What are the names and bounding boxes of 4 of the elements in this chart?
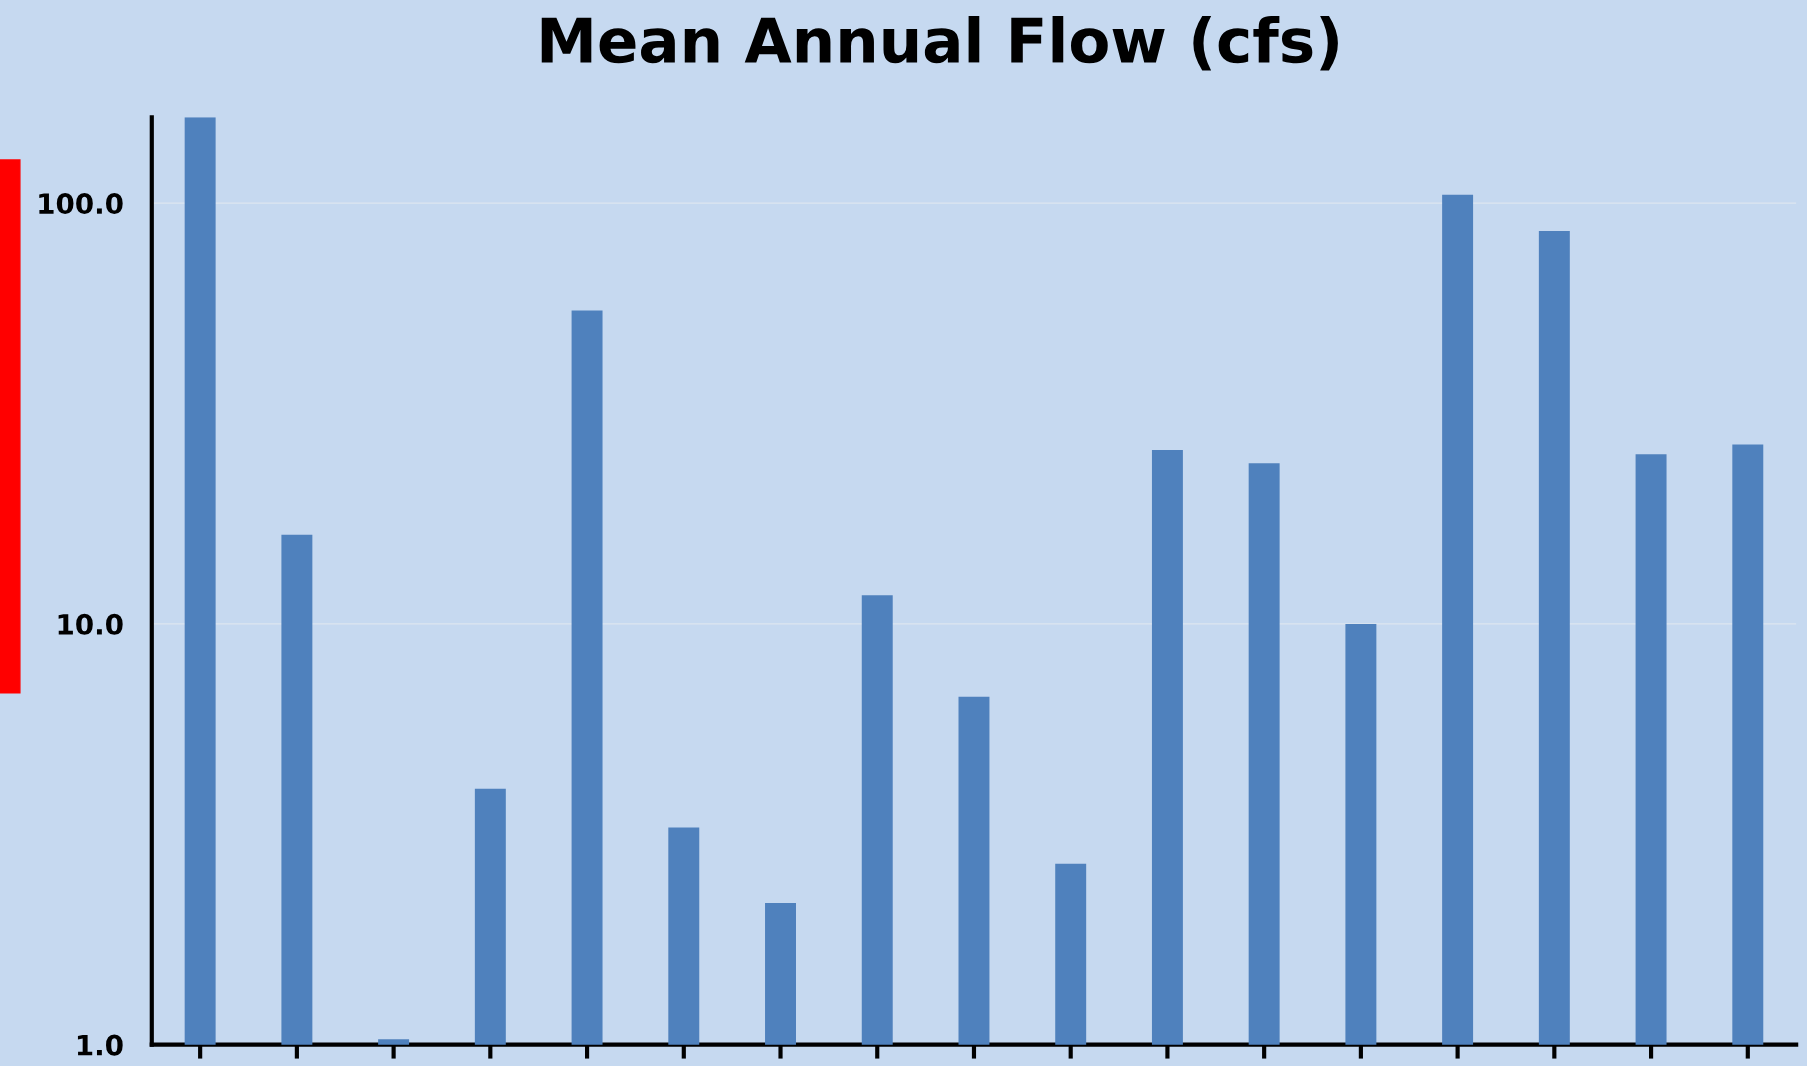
y-tick-label: 100.0 xyxy=(39,193,123,215)
chart-title: Mean Annual Flow (cfs) xyxy=(541,15,1338,71)
y-tick-label: 10.0 xyxy=(58,613,123,635)
y-tick-label: 1.0 xyxy=(77,1034,123,1056)
